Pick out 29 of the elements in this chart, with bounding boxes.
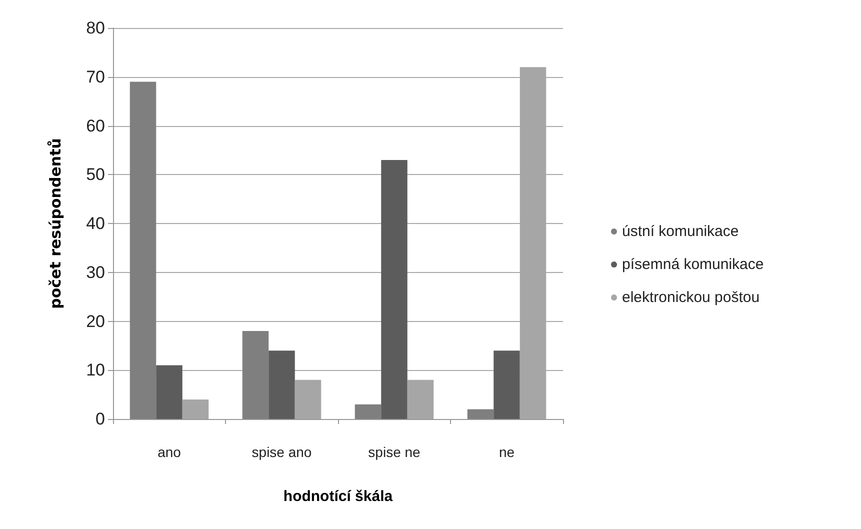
bar	[494, 350, 520, 419]
legend-label: elektronickou poštou	[622, 289, 760, 306]
bar	[294, 380, 322, 419]
bar	[242, 331, 269, 419]
y-tick-label: 30	[86, 262, 105, 282]
bar	[467, 409, 494, 419]
y-tick-label: 80	[86, 18, 105, 38]
y-tick-label: 70	[86, 67, 105, 86]
bar	[156, 365, 182, 419]
bar	[381, 160, 408, 419]
y-tick-label: 10	[86, 360, 105, 380]
bar	[130, 82, 156, 419]
x-tick-label: spise ne	[368, 444, 421, 460]
y-tick-label: 60	[86, 116, 105, 136]
bar	[182, 399, 209, 419]
legend-label: písemná komunikace	[622, 256, 764, 273]
legend-label: ústní komunikace	[622, 223, 739, 240]
bar	[354, 404, 382, 419]
bar	[268, 350, 295, 419]
y-axis-title: počet resúpondentů	[46, 138, 64, 309]
x-tick-label: ne	[498, 444, 515, 460]
y-tick-label: 40	[86, 214, 105, 233]
x-tick-label: spise ano	[252, 444, 312, 460]
x-tick-label: ano	[158, 444, 182, 460]
y-tick-label: 50	[86, 165, 105, 184]
x-axis-title: hodnotící škála	[283, 488, 394, 505]
bar	[407, 380, 434, 419]
y-tick-label: 0	[96, 410, 105, 428]
y-tick-label: 20	[86, 312, 105, 331]
